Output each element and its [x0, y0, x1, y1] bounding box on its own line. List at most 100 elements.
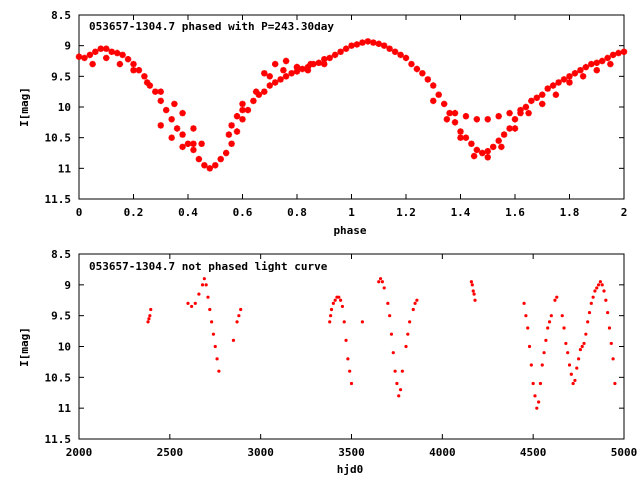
- data-point: [413, 65, 421, 73]
- data-point: [190, 140, 197, 147]
- data-point: [223, 149, 230, 157]
- data-point: [378, 277, 383, 281]
- data-point: [197, 292, 201, 296]
- data-point: [611, 357, 615, 361]
- data-point: [511, 116, 519, 123]
- data-point: [484, 154, 491, 161]
- x-axis-label: hjd0: [337, 463, 364, 476]
- data-point: [239, 116, 246, 123]
- data-point: [400, 369, 404, 373]
- data-point: [340, 304, 345, 309]
- data-point: [542, 351, 546, 355]
- data-point: [546, 326, 550, 330]
- data-point: [577, 67, 584, 74]
- data-point: [315, 59, 322, 66]
- x-axis-label: phase: [333, 224, 366, 237]
- data-point: [593, 289, 597, 293]
- data-point: [337, 48, 344, 55]
- data-point: [386, 45, 393, 52]
- data-point: [533, 394, 537, 398]
- data-point: [607, 60, 614, 68]
- y-tick-label: 9: [64, 279, 71, 292]
- data-point: [462, 113, 470, 120]
- data-point: [375, 40, 382, 47]
- data-point: [604, 54, 611, 62]
- data-point: [535, 406, 539, 410]
- data-point: [584, 332, 588, 336]
- data-point: [146, 82, 154, 89]
- data-point: [560, 314, 564, 318]
- data-point: [398, 388, 403, 392]
- data-points: [75, 38, 628, 172]
- data-point: [602, 289, 606, 293]
- data-point: [549, 314, 553, 318]
- data-point: [468, 140, 475, 147]
- x-tick-label: 4500: [520, 446, 547, 459]
- data-point: [575, 366, 579, 370]
- data-points: [146, 277, 617, 410]
- x-tick-label: 0.8: [287, 206, 307, 219]
- data-point: [381, 42, 388, 49]
- data-point: [359, 39, 366, 46]
- data-point: [406, 332, 410, 336]
- data-point: [233, 113, 241, 120]
- data-point: [333, 298, 337, 302]
- data-point: [348, 369, 352, 373]
- data-point: [288, 70, 295, 77]
- data-point: [527, 344, 532, 349]
- data-point: [116, 60, 124, 68]
- data-point: [587, 310, 592, 315]
- data-point: [571, 381, 575, 386]
- data-point: [124, 56, 132, 63]
- data-point: [89, 60, 96, 68]
- data-point: [566, 79, 573, 86]
- data-point: [397, 394, 401, 398]
- unphased-light-curve-panel: 053657-1304.7 not phased light curve hjd…: [18, 248, 637, 476]
- data-point: [364, 38, 372, 45]
- data-point: [555, 79, 562, 86]
- x-ticks: 0 0.2 0.4 0.6 0.8 1 1.2 1.4 1.6 1.8 2: [76, 15, 627, 219]
- data-point: [588, 60, 595, 68]
- data-point: [250, 97, 257, 105]
- data-point: [344, 338, 348, 342]
- data-point: [360, 320, 364, 324]
- y-ticks: 8.5 9 9.5 10 10.5 11 11.5: [45, 9, 624, 206]
- data-point: [470, 283, 474, 287]
- data-point: [451, 109, 459, 117]
- y-ticks: 8.5 9 9.5 10 10.5 11 11.5: [45, 248, 624, 446]
- data-point: [97, 45, 104, 52]
- data-point: [149, 307, 153, 312]
- data-point: [349, 381, 354, 386]
- data-point: [208, 307, 212, 312]
- chart-title: 053657-1304.7 not phased light curve: [89, 260, 328, 273]
- data-point: [393, 369, 397, 373]
- data-point: [473, 116, 480, 123]
- data-point: [525, 109, 532, 117]
- data-point: [228, 140, 235, 147]
- data-point: [266, 73, 273, 80]
- data-point: [377, 280, 381, 284]
- y-tick-label: 9: [64, 40, 71, 53]
- x-tick-label: 0: [76, 206, 83, 219]
- data-point: [469, 280, 473, 284]
- data-point: [484, 116, 491, 123]
- data-point: [552, 91, 560, 98]
- y-tick-label: 10.5: [45, 371, 72, 384]
- data-point: [430, 97, 437, 105]
- data-point: [171, 100, 178, 108]
- data-point: [184, 140, 192, 147]
- data-point: [595, 286, 599, 290]
- data-point: [239, 307, 243, 312]
- data-point: [596, 283, 601, 287]
- data-point: [201, 162, 208, 169]
- data-point: [143, 79, 151, 86]
- data-point: [386, 301, 390, 305]
- data-point: [402, 54, 410, 62]
- data-point: [620, 48, 628, 55]
- data-point: [457, 134, 464, 141]
- y-tick-label: 11.5: [45, 193, 72, 206]
- data-point: [193, 301, 197, 305]
- data-point: [495, 113, 502, 120]
- data-point: [522, 301, 526, 305]
- data-point: [571, 70, 579, 77]
